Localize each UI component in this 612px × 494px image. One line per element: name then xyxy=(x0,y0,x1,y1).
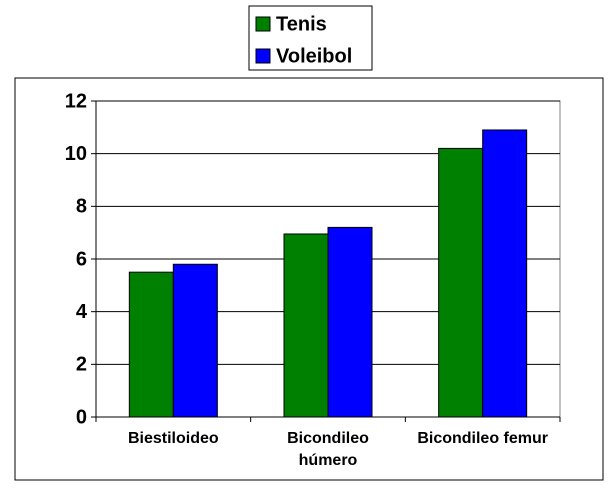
bar xyxy=(283,233,329,418)
bar xyxy=(128,271,174,418)
bar xyxy=(482,129,528,418)
legend-label: Tenis xyxy=(276,13,327,35)
legend-label: Voleibol xyxy=(276,45,352,67)
y-tick-label: 8 xyxy=(76,196,87,218)
x-tick-label: Bicondileo húmero xyxy=(287,430,369,469)
y-tick-label: 4 xyxy=(76,301,88,323)
bar xyxy=(172,263,218,418)
y-tick-label: 0 xyxy=(76,406,87,428)
bar xyxy=(438,147,484,418)
y-tick-label: 12 xyxy=(65,90,87,112)
y-tick-label: 10 xyxy=(65,143,87,165)
legend-swatch xyxy=(255,48,271,64)
y-tick-label: 6 xyxy=(76,248,87,270)
y-tick-label: 2 xyxy=(76,354,87,376)
x-tick-label: Bicondileo femur xyxy=(417,430,548,447)
bar xyxy=(327,226,373,418)
legend-swatch xyxy=(255,16,271,32)
x-tick-label: Biestiloideo xyxy=(127,430,219,447)
